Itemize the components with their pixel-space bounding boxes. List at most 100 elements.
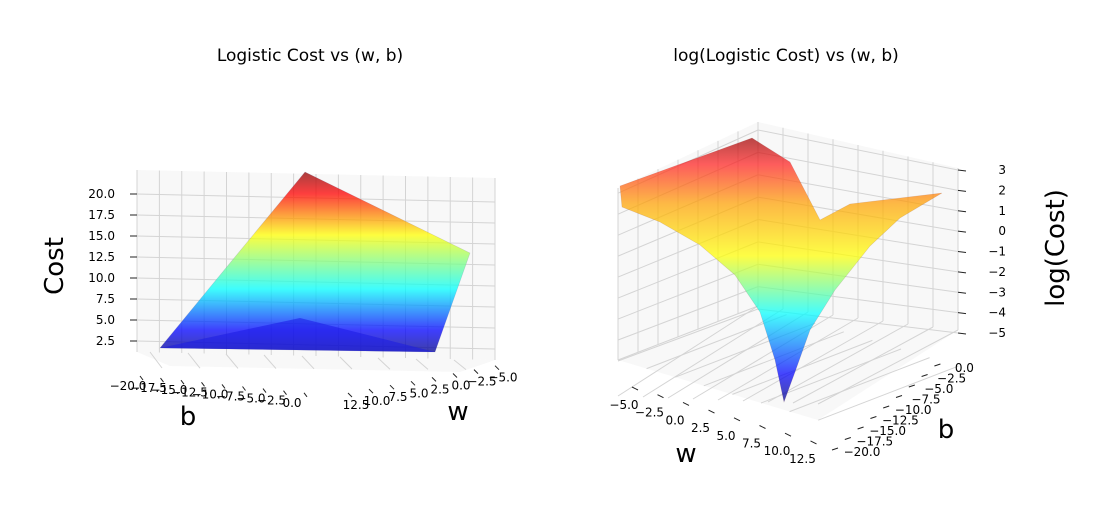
- right-floor-gridline-b: [617, 305, 759, 397]
- left-floor-gridline: [453, 359, 467, 370]
- right-z-tick-label: −1: [988, 245, 1006, 259]
- left-z-tick-label: 5.0: [96, 313, 115, 327]
- right-w-tick-mark: [631, 386, 639, 391]
- left-b-tick-label: 0.0: [282, 396, 301, 410]
- right-b-tick-mark: [844, 437, 851, 440]
- left-w-tick-label: 7.5: [388, 390, 407, 404]
- left-z-tick-label: 15.0: [88, 229, 115, 243]
- right-b-tick-mark: [895, 395, 903, 398]
- right-z-tick-label: 1: [998, 204, 1006, 218]
- left-floor-gridline: [339, 356, 353, 370]
- right-z-tick-label: 2: [998, 183, 1006, 197]
- right-b-tick-mark: [831, 447, 839, 451]
- right-floor-gridline-w: [646, 314, 787, 370]
- right-b-axis-label: b: [938, 415, 955, 445]
- left-b-tick-mark: [139, 375, 144, 381]
- right-w-tick-mark: [682, 401, 690, 406]
- right-w-tick-label: 0.0: [665, 413, 684, 427]
- right-b-tick-mark: [908, 384, 915, 388]
- left-z-tick-label: 12.5: [88, 250, 115, 264]
- right-z-gridline-side: [617, 286, 759, 341]
- left-b-tick-label: −17.5: [130, 381, 167, 395]
- right-b-tick-label: −20.0: [844, 445, 881, 459]
- left-b-tick-label: −15.0: [151, 383, 188, 397]
- right-z-tick-mark: [957, 312, 967, 315]
- left-w-tick-mark: [431, 377, 437, 382]
- left-b-tick-mark: [180, 379, 185, 385]
- right-z-tick-mark: [957, 332, 967, 335]
- left-b-tick-label: −5.0: [236, 392, 265, 406]
- right-w-tick-mark: [733, 417, 741, 422]
- right-w-axis-label: w: [675, 439, 696, 469]
- right-floor-gridline-b: [817, 329, 959, 405]
- right-w-tick-label: 5.0: [716, 429, 735, 443]
- left-b-tick-label: −2.5: [257, 394, 286, 408]
- right-floor-gridline-b: [642, 308, 784, 398]
- right-b-tick-label: −5.0: [924, 382, 953, 396]
- right-b-tick-mark: [883, 405, 890, 409]
- right-b-tick-mark: [870, 416, 877, 419]
- left-w-tick-label: 10.0: [364, 394, 391, 408]
- left-z-tick-label: 10.0: [88, 271, 115, 285]
- left-z-axis-label: Cost: [40, 237, 70, 295]
- right-log-cost-surface: [619, 137, 943, 404]
- left-w-tick-label: 12.5: [343, 398, 370, 412]
- left-floor-gridline: [301, 355, 315, 370]
- right-floor-gridline-b: [767, 323, 909, 403]
- right-b-tick-label: −17.5: [856, 435, 893, 449]
- right-w-tick-label: 7.5: [742, 437, 761, 451]
- right-w-tick-label: 10.0: [764, 444, 791, 458]
- left-w-tick-mark: [473, 369, 479, 374]
- left-b-tick-mark: [201, 381, 205, 387]
- right-b-tick-mark: [857, 426, 864, 430]
- right-b-tick-label: −15.0: [869, 424, 906, 438]
- left-z-tick-label: 17.5: [88, 208, 115, 222]
- left-floor-pane: [137, 352, 495, 372]
- right-z-tick-label: −3: [988, 285, 1006, 299]
- left-w-tick-label: 0.0: [451, 379, 470, 393]
- left-w-tick-mark: [410, 380, 416, 386]
- left-b-tick-mark: [262, 388, 267, 393]
- right-z-tick-mark: [957, 169, 967, 172]
- left-b-tick-label: −7.5: [216, 390, 245, 404]
- left-surface-valley: [160, 318, 435, 352]
- left-floor-gridline: [415, 358, 429, 370]
- right-z-tick-mark: [957, 291, 967, 294]
- left-w-tick-mark: [494, 365, 500, 371]
- right-w-tick-label: −2.5: [635, 406, 664, 420]
- right-b-tick-label: −7.5: [911, 393, 940, 407]
- right-w-tick-label: 12.5: [789, 452, 816, 466]
- left-w-axis-label: w: [447, 397, 468, 427]
- left-b-tick-mark: [303, 392, 308, 398]
- right-z-tick-label: −2: [988, 265, 1006, 279]
- left-floor-gridline: [149, 351, 163, 369]
- right-floor-gridline-w: [789, 357, 930, 413]
- right-b-tick-mark: [934, 363, 941, 367]
- right-w-tick-mark: [657, 394, 664, 399]
- left-b-tick-label: −10.0: [192, 387, 229, 401]
- right-b-tick-label: −2.5: [937, 372, 966, 386]
- right-z-axis-label: log(Cost): [1041, 189, 1071, 307]
- left-b-axis-label: b: [180, 402, 197, 432]
- right-b-tick-label: −10.0: [895, 403, 932, 417]
- right-floor-gridline-b: [792, 326, 934, 404]
- left-z-tick-label: 2.5: [96, 334, 115, 348]
- left-floor-gridline: [263, 354, 277, 369]
- left-z-tick-label: 7.5: [96, 292, 115, 306]
- right-w-tick-mark: [810, 440, 817, 445]
- left-b-tick-mark: [242, 386, 246, 391]
- left-b-tick-mark: [221, 384, 226, 389]
- right-z-tick-label: 3: [998, 163, 1006, 177]
- left-w-tick-mark: [347, 392, 353, 398]
- right-z-tick-mark: [957, 210, 967, 213]
- left-w-tick-mark: [389, 384, 395, 390]
- left-floor-gridline: [377, 357, 391, 370]
- left-tick-labels: 2.55.07.510.012.515.017.520.0−20.0−17.5−…: [88, 187, 517, 412]
- right-w-tick-label: −5.0: [609, 398, 638, 412]
- right-z-tick-label: 0: [998, 224, 1006, 238]
- left-b-tick-label: −20.0: [110, 379, 147, 393]
- left-chart: Logistic Cost vs (w, b) 2.55.07.510.012.…: [40, 46, 518, 432]
- right-z-tick-label: −5: [988, 326, 1006, 340]
- left-w-tick-label: 2.5: [430, 382, 449, 396]
